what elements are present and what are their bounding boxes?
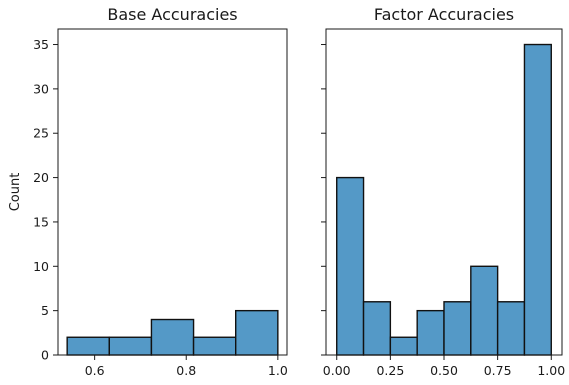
chart-title: Factor Accuracies <box>374 5 514 24</box>
y-tick-label: 5 <box>41 303 49 318</box>
histogram-bar <box>389 336 418 356</box>
histogram-bar <box>108 336 153 356</box>
histogram-bar <box>470 265 499 356</box>
x-tick-label: 0.00 <box>323 363 351 378</box>
histogram-bar <box>362 301 392 356</box>
histogram-bar <box>150 318 195 356</box>
histogram-bar <box>192 336 237 356</box>
y-tick-label: 35 <box>33 37 49 52</box>
histogram-bar <box>523 43 552 356</box>
histogram-bar <box>66 336 110 356</box>
y-tick-label: 0 <box>41 348 49 363</box>
y-tick-label: 25 <box>33 126 49 141</box>
y-axis-label: Count <box>8 173 23 212</box>
x-tick-label: 1.0 <box>268 363 288 378</box>
x-tick-label: 0.50 <box>430 363 458 378</box>
y-tick-label: 30 <box>33 81 49 96</box>
x-tick-label: 1.00 <box>537 363 565 378</box>
x-tick-label: 0.75 <box>484 363 512 378</box>
y-tick-label: 10 <box>33 259 49 274</box>
histogram-bar <box>443 301 472 356</box>
x-tick-label: 0.25 <box>376 363 404 378</box>
x-tick-label: 0.8 <box>176 363 196 378</box>
panel-2: Factor Accuracies 0.00 0.25 0.50 0.75 1.00 <box>321 5 565 378</box>
plot-frame <box>57 28 288 356</box>
histogram-bar <box>416 309 445 356</box>
histogram-bar <box>336 176 365 356</box>
histogram-bar <box>235 309 279 356</box>
chart-title: Base Accuracies <box>107 5 237 24</box>
y-tick-label: 20 <box>33 170 49 185</box>
panel-1: Base Accuracies 0 5 10 15 20 25 30 35 0.6 0.8 1.0 Co… <box>8 5 288 378</box>
x-tick-label: 0.6 <box>85 363 105 378</box>
histogram-bar <box>496 301 526 356</box>
y-tick-label: 15 <box>33 214 49 229</box>
